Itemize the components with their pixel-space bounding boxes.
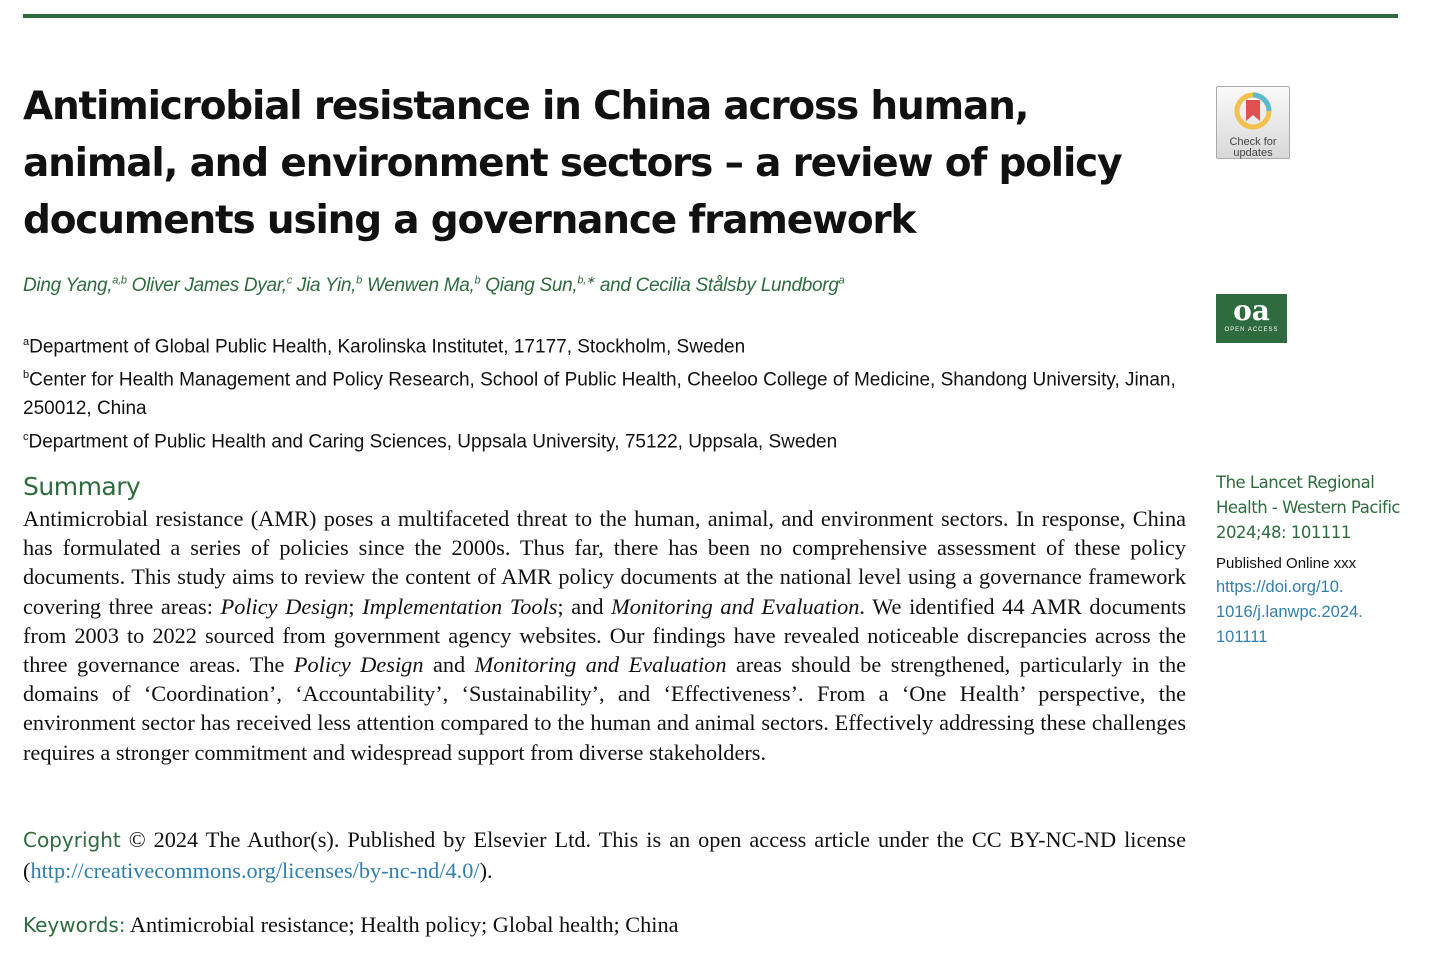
affiliation: bCenter for Health Management and Policy… [23, 369, 1176, 419]
article-title: Antimicrobial resistance in China across… [23, 84, 1122, 243]
affiliation: aDepartment of Global Public Health, Kar… [23, 336, 746, 358]
author[interactable]: and Cecilia Stålsby Lundborga [594, 275, 845, 297]
check-for-updates-button[interactable]: Check for updates [1216, 86, 1290, 159]
author[interactable]: Oliver James Dyar,c [126, 275, 293, 297]
author[interactable]: Wenwen Ma,b [361, 275, 481, 297]
journal-info: The Lancet Regional Health - Western Pac… [1216, 470, 1416, 650]
keywords: Keywords: Antimicrobial resistance; Heal… [23, 912, 679, 937]
author-list: Ding Yang,a,b Oliver James Dyar,c Jia Yi… [23, 274, 845, 297]
author[interactable]: Ding Yang,a,b [23, 275, 127, 297]
author[interactable]: Jia Yin,b [291, 275, 362, 297]
doi-link[interactable]: https://doi.org/10. 1016/j.lanwpc.2024. … [1216, 578, 1363, 646]
summary-heading: Summary [23, 472, 141, 501]
author[interactable]: Qiang Sun,b,∗ [480, 275, 595, 297]
copyright-notice: Copyright © 2024 The Author(s). Publishe… [23, 827, 1186, 883]
summary-text: Antimicrobial resistance (AMR) poses a m… [23, 506, 1187, 765]
affiliations: aDepartment of Global Public Health, Kar… [23, 328, 1193, 456]
journal-citation: The Lancet Regional Health - Western Pac… [1216, 473, 1400, 542]
affiliation: cDepartment of Public Health and Caring … [23, 430, 838, 452]
bookmark-ring-icon [1234, 92, 1272, 130]
open-access-badge: oa OPEN ACCESS [1216, 294, 1287, 343]
license-link[interactable]: http://creativecommons.org/licenses/by-n… [30, 857, 480, 883]
top-rule [23, 14, 1398, 18]
published-online: Published Online xxx [1216, 555, 1357, 572]
